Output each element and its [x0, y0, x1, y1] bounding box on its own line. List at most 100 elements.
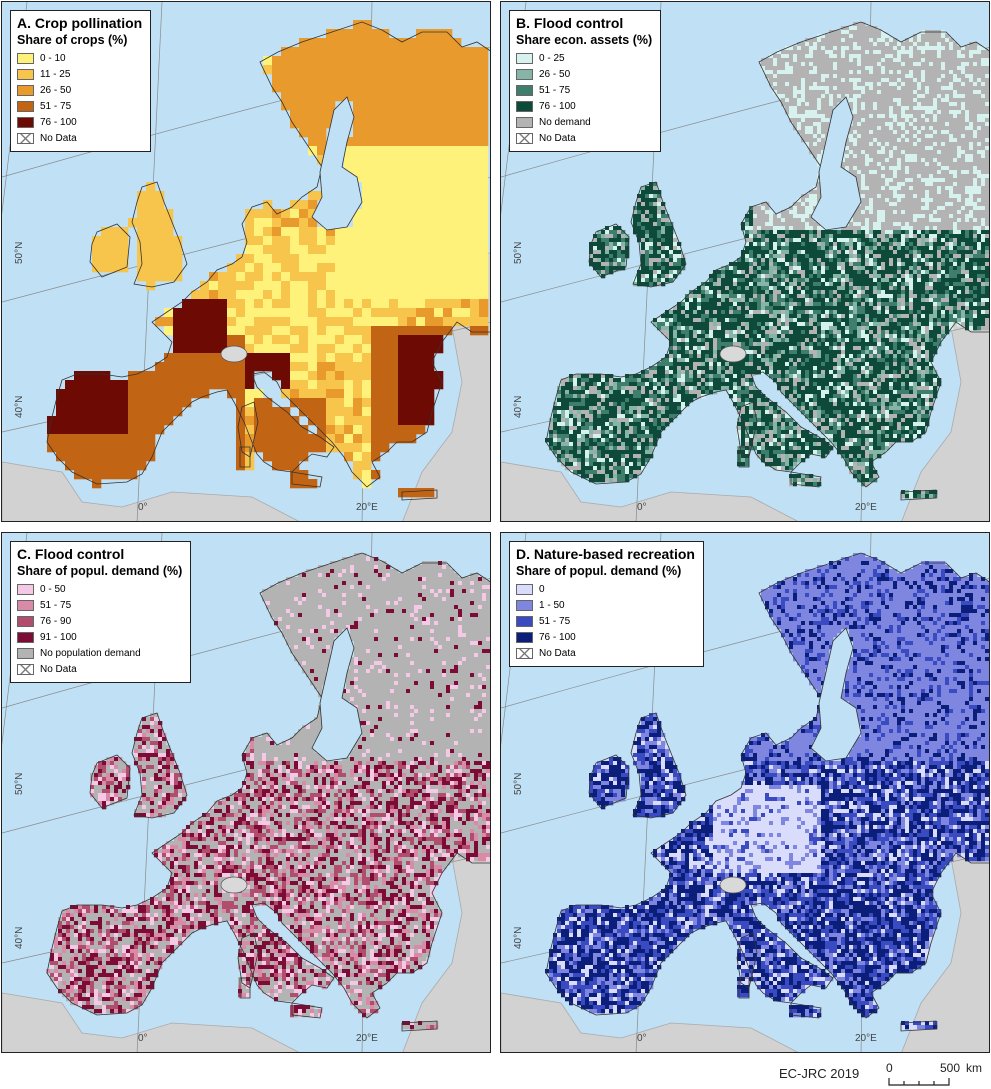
legend-label: No Data [539, 648, 576, 659]
choropleth-map [2, 2, 490, 521]
legend-item: 51 - 75 [17, 597, 182, 613]
legend-label: No Data [40, 133, 77, 144]
lat-50-label: 50°N [14, 773, 25, 795]
scale-bar-ruler [888, 1078, 950, 1086]
legend-label: 0 [539, 584, 545, 595]
legend-label: 51 - 75 [40, 101, 71, 112]
legend-label: 51 - 75 [40, 600, 71, 611]
legend-swatch [516, 583, 533, 595]
choropleth-map [2, 533, 490, 1052]
legend-subtitle: Share econ. assets (%) [516, 32, 652, 48]
lat-50-label: 50°N [513, 773, 524, 795]
legend-swatch [17, 132, 34, 144]
legend-item: 91 - 100 [17, 629, 182, 645]
lon-20-label: 20°E [855, 502, 877, 513]
legend-label: 76 - 100 [40, 117, 77, 128]
legend-swatch [17, 116, 34, 128]
lon-0-label: 0° [138, 1033, 148, 1044]
legend-label: 76 - 100 [539, 101, 576, 112]
region-cells [47, 20, 489, 498]
map-panel-flood-control-population: 50°N 40°N 0° 20°E C. Flood control Share of p… [1, 532, 491, 1053]
lon-20-label: 20°E [855, 1033, 877, 1044]
legend-label: 51 - 75 [539, 85, 570, 96]
legend-label: No Data [40, 664, 77, 675]
lat-40-label: 40°N [513, 396, 524, 418]
panel-title: A. Crop pollination [17, 15, 142, 32]
lat-50-label: 50°N [14, 242, 25, 264]
legend-label: 0 - 10 [40, 53, 66, 64]
legend-swatch [516, 132, 533, 144]
legend-subtitle: Share of crops (%) [17, 32, 142, 48]
region-cells [545, 553, 989, 1030]
region-cells [46, 553, 490, 1030]
legend-item: 0 - 50 [17, 581, 182, 597]
legend-swatch [17, 583, 34, 595]
legend-item: 26 - 50 [17, 82, 142, 98]
lat-40-label: 40°N [14, 396, 25, 418]
lon-20-label: 20°E [356, 502, 378, 513]
legend-swatch [17, 84, 34, 96]
africa-landmass [501, 461, 799, 521]
legend-subtitle: Share of popul. demand (%) [516, 563, 695, 579]
legend-item: 0 [516, 581, 695, 597]
credit-text: EC-JRC 2019 [779, 1066, 859, 1081]
legend-item: No demand [516, 114, 652, 130]
legend-swatch [516, 116, 533, 128]
legend-label: 0 - 25 [539, 53, 565, 64]
country-borders [46, 21, 490, 501]
legend-item: 76 - 100 [516, 629, 695, 645]
legend-swatch [17, 647, 34, 659]
map-legend: D. Nature-based recreation Share of popul… [509, 541, 704, 667]
legend-item: No Data [17, 130, 142, 146]
baltic-sea [810, 627, 862, 762]
legend-swatch [17, 615, 34, 627]
legend-label: 1 - 50 [539, 600, 565, 611]
region-cells [545, 22, 989, 499]
scale-end-label: 500 [940, 1061, 960, 1075]
africa-landmass [2, 992, 300, 1052]
map-panel-crop-pollination: 50°N 40°N 0° 20°E A. Crop pollination Share o… [1, 1, 491, 522]
legend-subtitle: Share of popul. demand (%) [17, 563, 182, 579]
legend-swatch [516, 631, 533, 643]
lon-20-label: 20°E [356, 1033, 378, 1044]
switzerland-area [220, 345, 248, 363]
legend-swatch [17, 52, 34, 64]
legend-swatch [516, 100, 533, 112]
scale-start-label: 0 [886, 1061, 893, 1075]
legend-swatch [516, 84, 533, 96]
legend-label: 76 - 90 [40, 616, 71, 627]
legend-swatch [17, 663, 34, 675]
country-borders [46, 552, 490, 1032]
choropleth-map [501, 2, 989, 521]
legend-item: 76 - 90 [17, 613, 182, 629]
legend-label: 51 - 75 [539, 616, 570, 627]
legend-swatch [516, 68, 533, 80]
baltic-sea [311, 96, 363, 231]
legend-item: 51 - 75 [17, 98, 142, 114]
legend-swatch [17, 631, 34, 643]
legend-item: 1 - 50 [516, 597, 695, 613]
legend-item: No population demand [17, 645, 182, 661]
legend-item: No Data [516, 645, 695, 661]
legend-label: 26 - 50 [539, 69, 570, 80]
legend-swatch [17, 100, 34, 112]
legend-label: No Data [539, 133, 576, 144]
legend-item: No Data [516, 130, 652, 146]
panel-title: D. Nature-based recreation [516, 546, 695, 563]
legend-swatch [17, 68, 34, 80]
legend-swatch [516, 615, 533, 627]
map-panel-nature-based-recreation: 50°N 40°N 0° 20°E D. Nature-based recreation… [500, 532, 990, 1053]
switzerland-area [719, 345, 747, 363]
switzerland-area [220, 876, 248, 894]
legend-item: 11 - 25 [17, 66, 142, 82]
legend-label: 91 - 100 [40, 632, 77, 643]
legend-label: 11 - 25 [40, 69, 70, 80]
legend-swatch [17, 599, 34, 611]
legend-swatch [516, 647, 533, 659]
map-legend: A. Crop pollination Share of crops (%) 0 -… [10, 10, 152, 152]
lon-0-label: 0° [138, 502, 148, 513]
lon-0-label: 0° [637, 502, 647, 513]
legend-item: 0 - 10 [17, 50, 142, 66]
legend-item: No Data [17, 661, 182, 677]
legend-item: 76 - 100 [516, 98, 652, 114]
